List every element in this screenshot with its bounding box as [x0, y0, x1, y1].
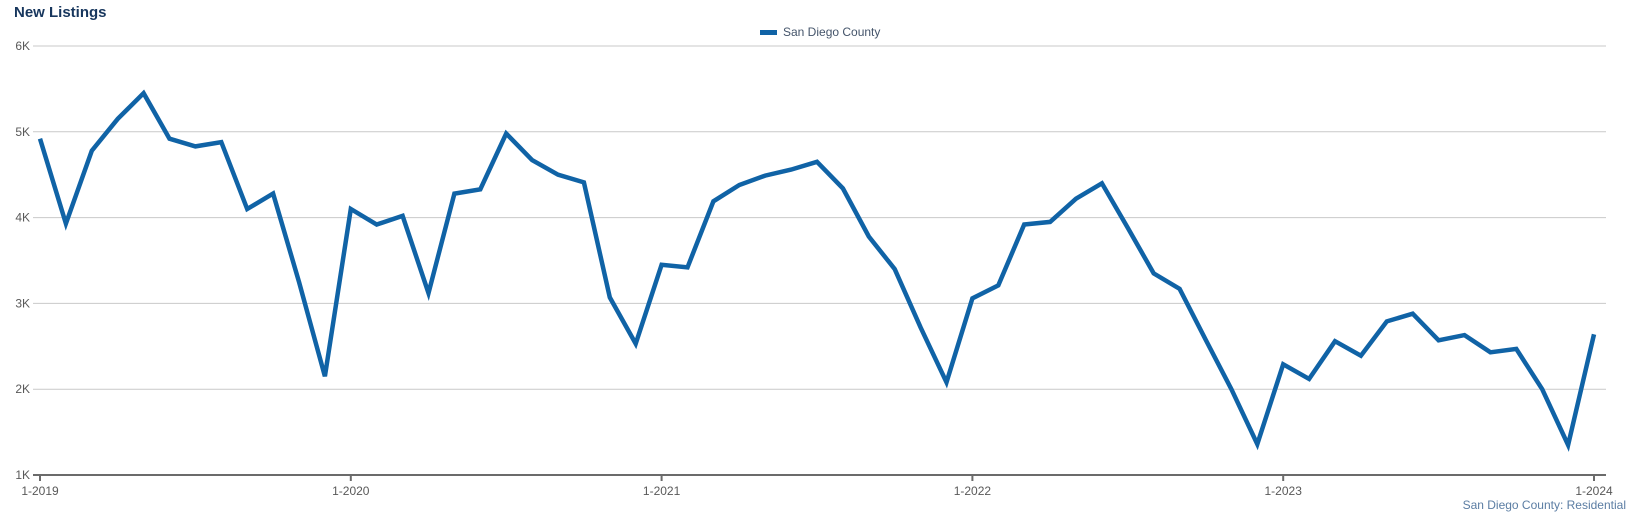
series-line-san-diego-county	[37, 89, 1597, 452]
y-axis-label: 2K	[15, 382, 30, 396]
x-axis-label: 1-2024	[1575, 484, 1613, 498]
x-axis-label: 1-2022	[954, 484, 992, 498]
legend-swatch-icon	[760, 29, 777, 35]
legend[interactable]: San Diego County	[760, 24, 880, 40]
chart-title: New Listings	[14, 4, 107, 21]
legend-label: San Diego County	[783, 25, 881, 39]
y-axis-label: 1K	[15, 468, 30, 482]
y-axis-label: 5K	[15, 125, 30, 139]
y-axis-label: 4K	[15, 211, 30, 225]
x-axis-label: 1-2020	[332, 484, 370, 498]
x-axis-label: 1-2021	[643, 484, 681, 498]
x-axis-label: 1-2023	[1265, 484, 1303, 498]
chart-subtitle: San Diego County: Residential	[1462, 498, 1626, 512]
y-axis-label: 3K	[15, 296, 30, 310]
x-axis-label: 1-2019	[21, 484, 59, 498]
y-axis-label: 6K	[15, 39, 30, 53]
